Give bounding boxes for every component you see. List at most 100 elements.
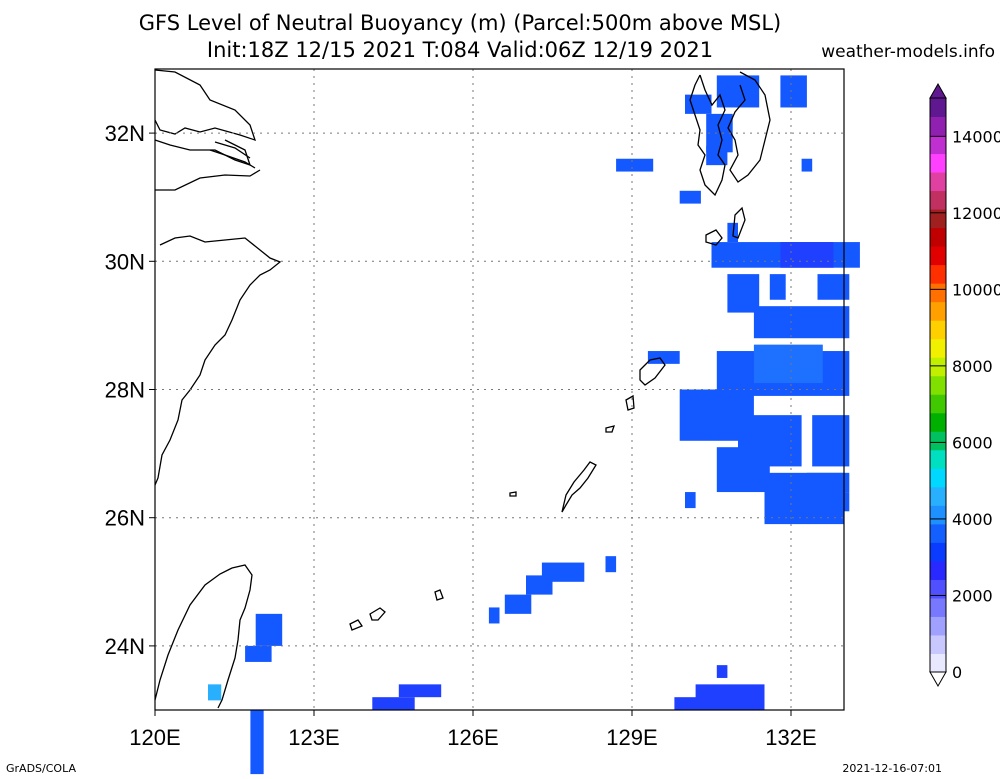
buoyancy-cell [753,306,850,339]
buoyancy-cell [504,594,532,614]
lat-tick-label: 30N [105,249,145,274]
colorbar-label: 12000 [952,204,1000,223]
colorbar-max-arrow [929,82,947,99]
buoyancy-cell [780,75,807,108]
buoyancy-cell [250,710,264,775]
buoyancy-cell [526,575,553,595]
colorbar-label: 14000 [952,127,1000,146]
colorbar-segment [930,338,946,358]
colorbar-label: 8000 [952,357,993,376]
footer-software: GrADS/COLA [6,762,76,775]
yangtze-estuary [209,141,256,169]
lat-tick-label: 24N [105,634,145,659]
lat-tick-label: 26N [105,506,145,531]
coastlines [154,69,771,709]
colorbar-segment [930,209,946,229]
buoyancy-cell [685,94,712,114]
colorbar-segment [930,542,946,562]
colorbar-segment [930,560,946,580]
buoyancy-cell [685,492,696,509]
buoyancy-cell [372,697,415,710]
buoyancy-cell [695,684,765,710]
colorbar-segment [930,653,946,673]
axis-ticks: 120E 123E 126E 129E 132E 32N 30N 28N 26N 24N [105,121,817,750]
buoyancy-cell [716,665,728,678]
colorbar-segment [930,153,946,173]
chart-subtitle: Init:18Z 12/15 2021 T:084 Valid:06Z 12/1… [206,38,714,62]
buoyancy-cell [753,344,823,384]
footer-timestamp: 2021-12-16-07:01 [842,762,942,775]
buoyancy-cell [801,158,813,172]
buoyancy-cell [812,415,850,467]
lon-tick-label: 126E [447,725,498,750]
miyako [434,589,444,601]
colorbar: 0 2000 4000 6000 8000 10000 12000 14000 [929,82,1000,688]
lat-tick-label: 28N [105,378,145,403]
buoyancy-cell [255,613,283,646]
colorbar-segment [930,301,946,321]
amami-oshima [639,357,666,386]
colorbar-segment [930,172,946,192]
yakushima [705,229,723,246]
ishigaki [349,607,386,631]
colorbar-segment [930,190,946,210]
buoyancy-cell [398,684,442,698]
buoyancy-cell [616,158,654,172]
colorbar-segment [930,394,946,414]
site-watermark: weather-models.info [821,42,995,62]
colorbar-segment [930,523,946,543]
colorbar-segment [930,616,946,636]
okinawa [561,461,597,513]
lon-tick-label: 129E [606,725,657,750]
tokunoshima [625,394,635,411]
colorbar-label: 6000 [952,433,993,452]
colorbar-segment [930,579,946,599]
buoyancy-cell [679,190,701,204]
buoyancy-cell [716,447,770,493]
colorbar-segment [930,116,946,136]
lat-tick-label: 32N [105,121,145,146]
buoyancy-cell [716,75,760,108]
buoyancy-cell [769,274,786,300]
colorbar-segment [930,634,946,654]
colorbar-segment [930,98,946,118]
colorbar-segment [930,449,946,469]
buoyancy-cell [780,242,834,268]
buoyancy-cell [812,492,850,512]
colorbar-segment [930,505,946,525]
colorbar-segment [930,246,946,266]
colorbar-segment [930,412,946,432]
buoyancy-cell [208,684,222,701]
buoyancy-cell [647,351,680,364]
colorbar-min-arrow [929,671,947,688]
buoyancy-cell [674,697,701,710]
tanegashima [732,206,746,239]
colorbar-segment [930,283,946,303]
colorbar-segment [930,135,946,155]
colorbar-segment [930,357,946,377]
colorbar-segment [930,431,946,451]
buoyancy-cell [706,145,728,166]
buoyancy-cell [695,408,707,428]
china-coast [154,69,282,486]
lon-tick-label: 120E [129,725,180,750]
colorbar-segment [930,597,946,617]
buoyancy-cell [727,274,760,313]
islet-a [509,491,517,497]
lon-tick-label: 123E [288,725,339,750]
colorbar-label: 10000 [952,280,1000,299]
lon-tick-label: 132E [765,725,816,750]
buoyancy-cells [208,75,860,775]
okinoerabu [605,425,615,433]
colorbar-segment [930,264,946,284]
buoyancy-cell [245,645,272,662]
buoyancy-cell [806,472,850,493]
taiwan-coast [154,564,253,709]
colorbar-segment [930,468,946,488]
colorbar-segment [930,486,946,506]
kyushu-coast [689,71,771,197]
colorbar-segment [930,227,946,247]
colorbar-label: 0 [952,663,962,682]
buoyancy-cell [605,556,617,573]
